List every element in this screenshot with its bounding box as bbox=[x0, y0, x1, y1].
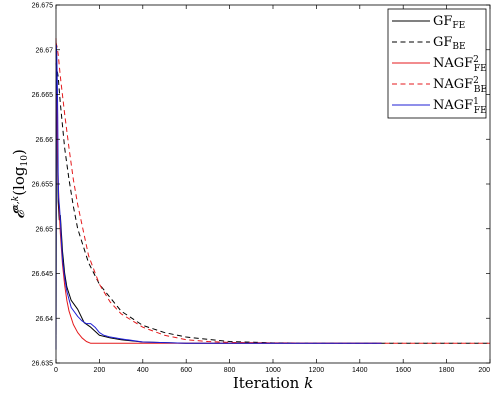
y-tick-label: 26.66 bbox=[35, 137, 53, 144]
series-line-5 bbox=[55, 44, 382, 350]
legend-entry-5: NAGF1 FE bbox=[392, 97, 487, 116]
y-tick-label: 26.64 bbox=[35, 316, 53, 323]
x-tick-label: 200 bbox=[94, 367, 106, 374]
y-tick-label: 26.665 bbox=[32, 92, 54, 99]
x-tick-label: 1600 bbox=[395, 367, 411, 374]
x-tick-label: 1200 bbox=[309, 367, 325, 374]
series-layer bbox=[55, 38, 490, 350]
legend-label: NAGF2 BE bbox=[433, 76, 487, 95]
legend-entry-3: NAGF2 FE bbox=[392, 55, 487, 74]
y-tick-label: 26.65 bbox=[35, 226, 53, 233]
tick-layer: 0 200 400 600 800 1000 1200 1400 1600 1800 200 26.6… bbox=[32, 3, 491, 374]
y-axis-label: 𝓔α,k(log10) bbox=[10, 149, 30, 219]
legend-entry-1: GFFE bbox=[392, 14, 465, 31]
legend-entry-4: NAGF2 BE bbox=[392, 76, 487, 95]
x-tick-label: 600 bbox=[180, 367, 192, 374]
legend-entry-2: GFBE bbox=[392, 35, 466, 52]
y-tick-label: 26.645 bbox=[32, 271, 54, 278]
y-tick-label: 26.655 bbox=[32, 182, 54, 189]
x-tick-label: 0 bbox=[54, 367, 58, 374]
legend-entries: GFFE GFBE NAGF2 FE NAGF2 BE NAGF1 FE bbox=[392, 14, 487, 116]
x-tick-label: 400 bbox=[137, 367, 149, 374]
x-tick-label: 800 bbox=[224, 367, 236, 374]
x-tick-label: 1800 bbox=[439, 367, 455, 374]
legend-label: GFBE bbox=[433, 35, 466, 52]
x-axis-label: Iteration k bbox=[233, 374, 313, 392]
legend: GFFE GFBE NAGF2 FE NAGF2 BE NAGF1 FE bbox=[387, 8, 487, 119]
y-tick-label: 26.67 bbox=[35, 47, 53, 54]
x-tick-label: 200 bbox=[478, 367, 490, 374]
legend-label: NAGF1 FE bbox=[433, 97, 487, 116]
y-tick-label: 26.675 bbox=[32, 3, 54, 10]
y-tick-label: 26.635 bbox=[32, 361, 54, 368]
series-line-4 bbox=[55, 42, 490, 344]
legend-label: NAGF2 FE bbox=[433, 55, 487, 74]
x-tick-label: 1000 bbox=[265, 367, 281, 374]
legend-label: GFFE bbox=[433, 14, 465, 31]
x-tick-label: 1400 bbox=[352, 367, 368, 374]
series-line-2 bbox=[55, 63, 490, 344]
